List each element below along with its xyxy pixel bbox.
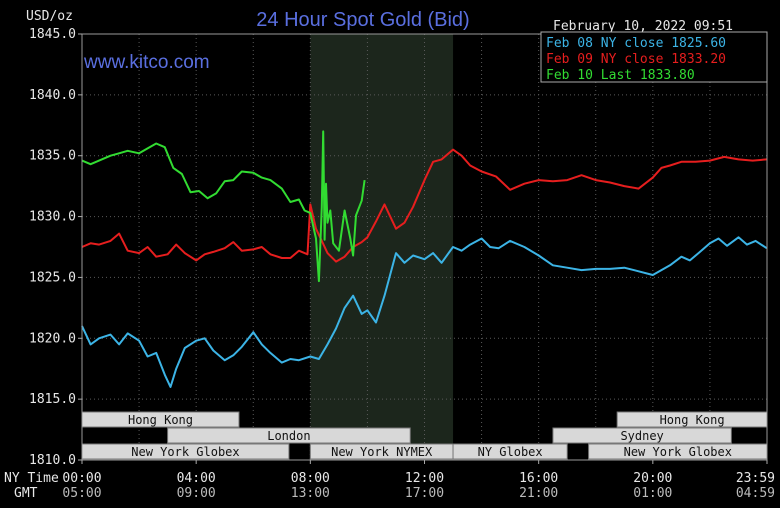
- ny-time-label: NY Time: [4, 471, 59, 486]
- gmt-tick: 05:00: [62, 486, 101, 501]
- gmt-tick: 09:00: [177, 486, 216, 501]
- session-label: London: [267, 429, 310, 443]
- chart-title: 24 Hour Spot Gold (Bid): [256, 9, 469, 31]
- nymex-session-shading: [310, 34, 454, 460]
- legend-box: [540, 31, 768, 83]
- session-label: Hong Kong: [128, 413, 193, 427]
- ny-time-tick: 16:00: [519, 471, 558, 486]
- ny-time-tick: 04:00: [177, 471, 216, 486]
- y-tick-label: 1820.0: [29, 331, 76, 346]
- timestamp: February 10, 2022 09:51: [553, 19, 733, 34]
- series-line-feb-10: [81, 130, 366, 283]
- session-label: New York Globex: [624, 445, 732, 459]
- market-sessions: Hong Kong Hong Kong London Sydney New York G…: [81, 411, 768, 460]
- gmt-tick: 04:59: [736, 486, 775, 501]
- gmt-tick: 01:00: [633, 486, 672, 501]
- session-label: Hong Kong: [660, 413, 725, 427]
- session-ny-globex: NY Globex: [452, 443, 568, 460]
- session-new-york-globex: New York Globex: [81, 443, 290, 460]
- session-bar: [552, 427, 732, 444]
- session-new-york-nymex: New York NYMEX: [309, 443, 454, 460]
- gmt-tick: 17:00: [405, 486, 444, 501]
- legend-entry: Feb 09 NY close 1833.20: [546, 52, 726, 67]
- gmt-tick: 13:00: [291, 486, 330, 501]
- session-hong-kong: Hong Kong: [81, 411, 240, 428]
- y-tick-label: 1810.0: [29, 453, 76, 468]
- session-new-york-globex: New York Globex: [588, 443, 768, 460]
- legend-entry: Feb 08 NY close 1825.60: [546, 36, 726, 51]
- y-tick-label: 1830.0: [29, 210, 76, 225]
- legend-entry: Feb 10 Last 1833.80: [546, 68, 695, 83]
- session-label: Sydney: [620, 429, 663, 443]
- ny-time-tick: 12:00: [405, 471, 444, 486]
- gmt-label: GMT: [14, 486, 38, 501]
- session-label: NY Globex: [478, 445, 543, 459]
- y-tick-label: 1845.0: [29, 27, 76, 42]
- session-bar: [167, 427, 411, 444]
- session-bar: [452, 443, 568, 460]
- ny-time-tick: 08:00: [291, 471, 330, 486]
- ny-time-tick: 23:59: [736, 471, 775, 486]
- y-axis-unit: USD/oz: [26, 9, 73, 24]
- gmt-tick: 21:00: [519, 486, 558, 501]
- session-london: London: [167, 427, 411, 444]
- y-tick-label: 1840.0: [29, 88, 76, 103]
- session-sydney: Sydney: [552, 427, 732, 444]
- y-tick-label: 1825.0: [29, 270, 76, 285]
- session-label: New York NYMEX: [331, 445, 433, 459]
- y-axis-ticks: 1845.0 1840.0 1835.0 1830.0 1825.0 1820.0 1815…: [29, 27, 82, 468]
- series-line-feb-08: [81, 236, 768, 388]
- price-series: [81, 130, 768, 388]
- y-tick-label: 1835.0: [29, 149, 76, 164]
- ny-time-tick: 20:00: [633, 471, 672, 486]
- session-hong-kong: Hong Kong: [616, 411, 768, 428]
- session-label: New York Globex: [131, 445, 239, 459]
- website-watermark: www.kitco.com: [83, 52, 210, 73]
- y-tick-label: 1815.0: [29, 392, 76, 407]
- series-line-feb-09: [81, 148, 767, 263]
- ny-time-tick: 00:00: [62, 471, 101, 486]
